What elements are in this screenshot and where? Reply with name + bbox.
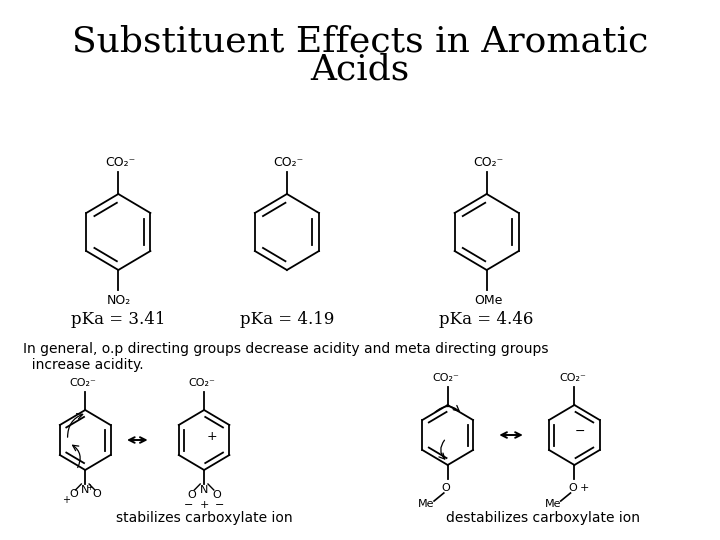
Text: CO₂⁻: CO₂⁻ [274, 156, 304, 168]
Text: stabilizes carboxylate ion: stabilizes carboxylate ion [116, 511, 292, 525]
Text: O: O [441, 483, 450, 493]
Text: +: + [580, 483, 589, 493]
Text: CO₂⁻: CO₂⁻ [70, 378, 96, 388]
Text: O: O [69, 489, 78, 499]
Text: O: O [92, 489, 102, 499]
Text: −: − [215, 500, 225, 510]
Text: CO₂⁻: CO₂⁻ [559, 373, 586, 383]
Text: OMe: OMe [474, 294, 503, 307]
Text: Substituent Effects in Aromatic: Substituent Effects in Aromatic [72, 25, 648, 59]
Text: Acids: Acids [310, 52, 410, 86]
Text: CO₂⁻: CO₂⁻ [189, 378, 215, 388]
Text: O: O [187, 490, 196, 500]
Text: CO₂⁻: CO₂⁻ [432, 373, 459, 383]
Text: O: O [212, 490, 221, 500]
Text: pKa = 4.46: pKa = 4.46 [439, 312, 534, 328]
Text: NO₂: NO₂ [107, 294, 132, 307]
Text: N: N [81, 485, 89, 495]
Text: In general, o.p directing groups decrease acidity and meta directing groups
  in: In general, o.p directing groups decreas… [23, 342, 549, 372]
Text: +: + [199, 500, 209, 510]
Text: −: − [184, 500, 193, 510]
Text: CO₂⁻: CO₂⁻ [474, 156, 504, 168]
Text: N: N [200, 485, 208, 495]
Text: O: O [568, 483, 577, 493]
Text: pKa = 3.41: pKa = 3.41 [71, 312, 166, 328]
Text: pKa = 4.19: pKa = 4.19 [240, 312, 334, 328]
Text: +: + [207, 429, 217, 442]
Text: +: + [86, 483, 93, 492]
Text: CO₂⁻: CO₂⁻ [105, 156, 135, 168]
Text: +: + [62, 495, 70, 505]
Text: Me: Me [418, 499, 434, 509]
Text: destabilizes carboxylate ion: destabilizes carboxylate ion [446, 511, 640, 525]
Text: −: − [575, 424, 585, 437]
Text: Me: Me [545, 499, 561, 509]
